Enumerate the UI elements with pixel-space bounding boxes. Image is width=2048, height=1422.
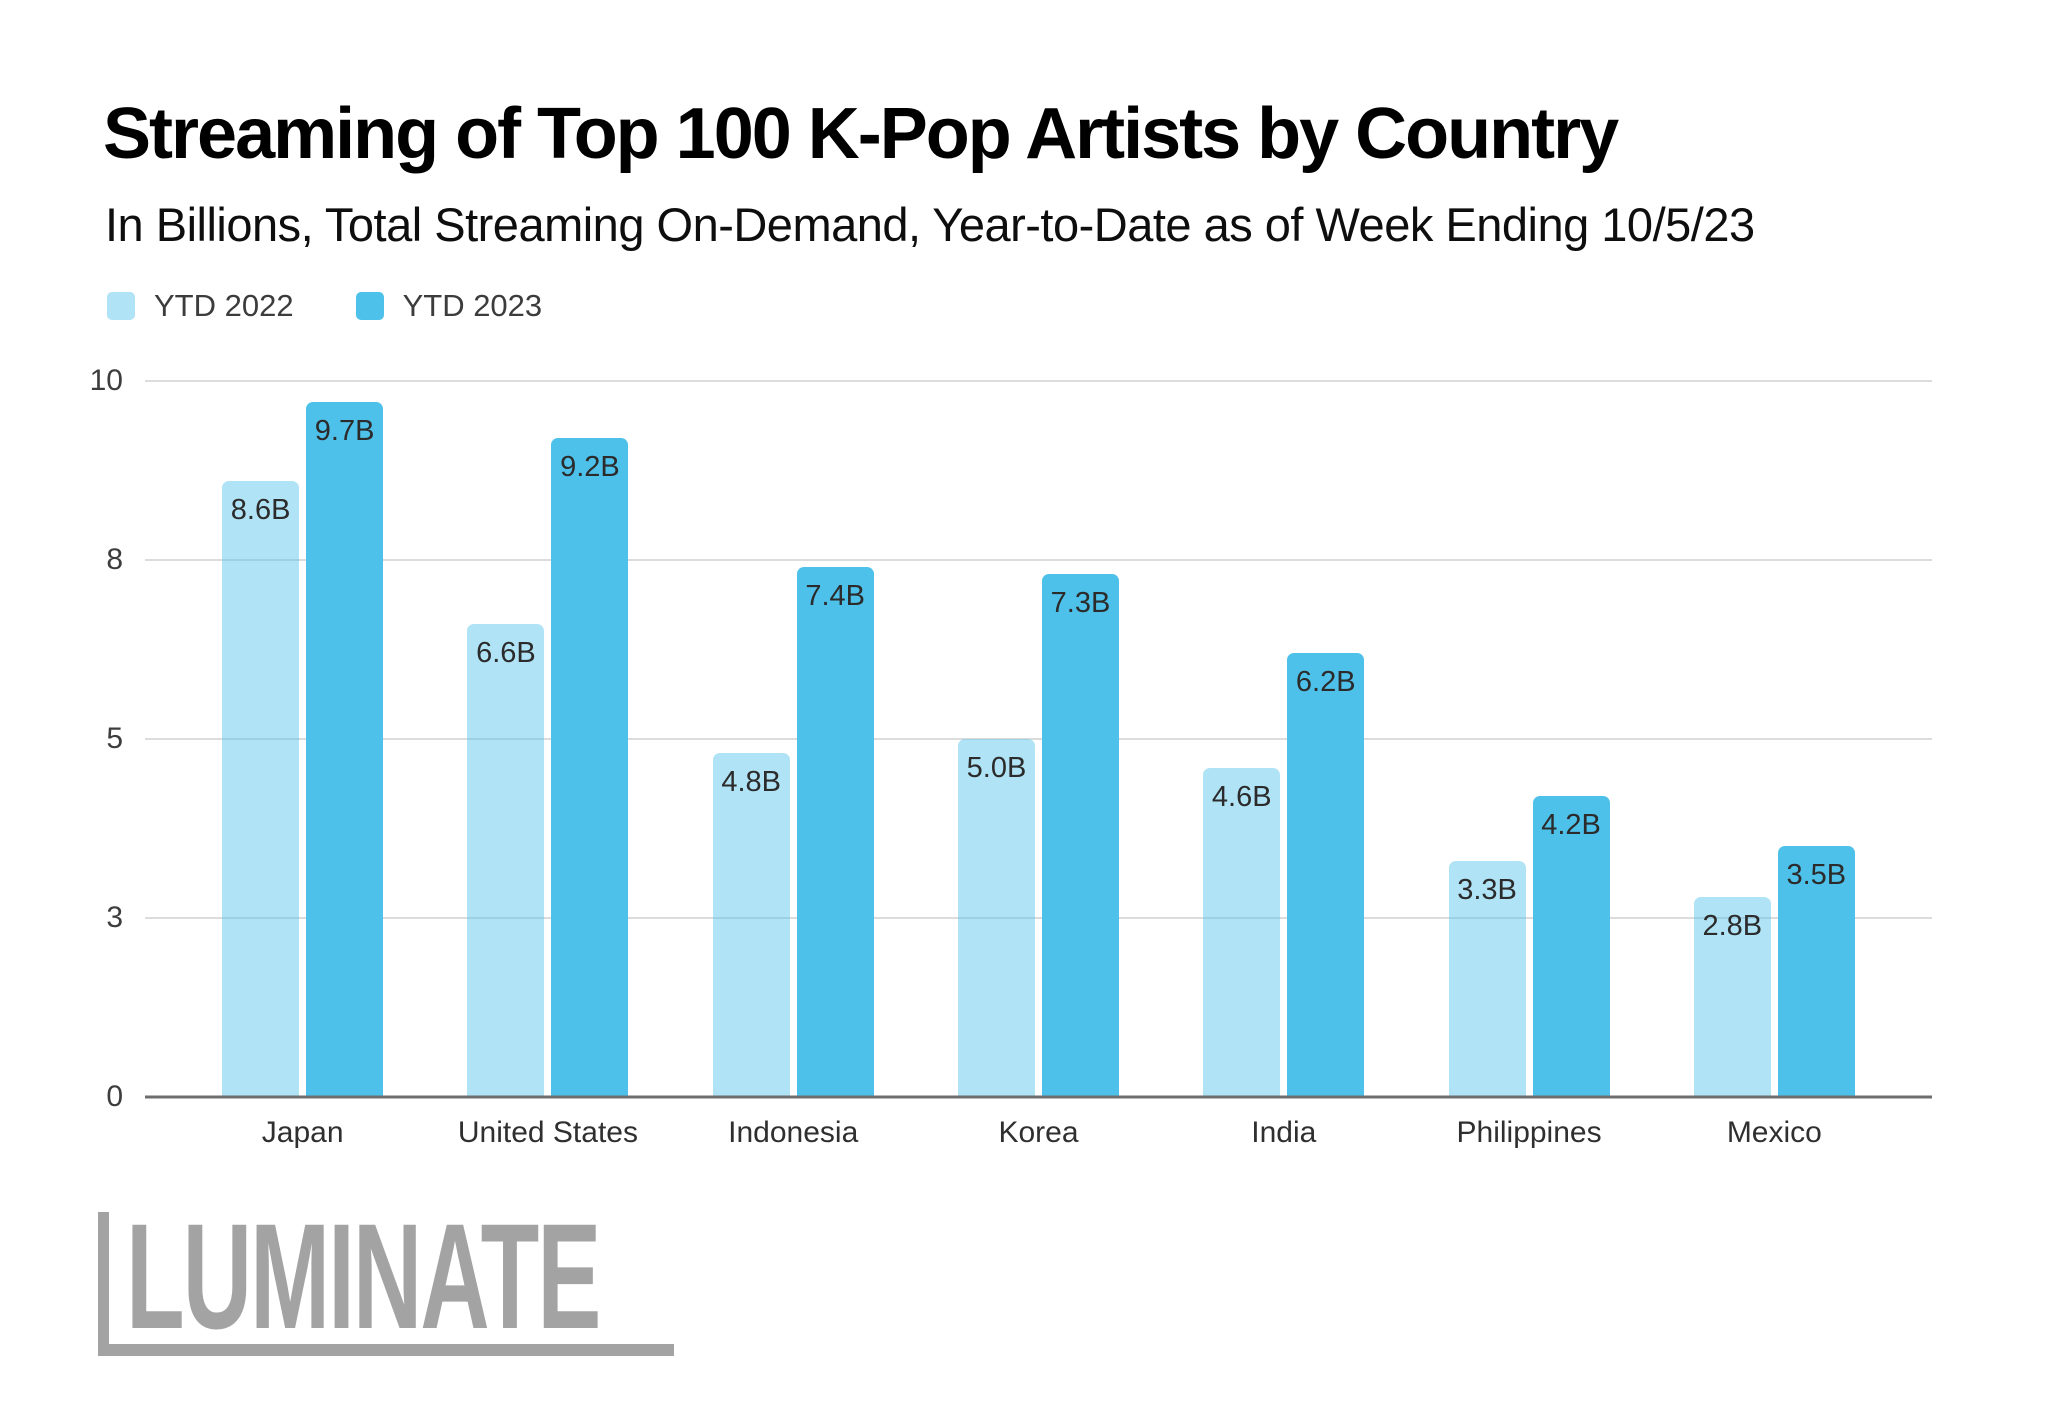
bar-group-indonesia: 4.8B 7.4B (671, 381, 916, 1097)
bar-ytd-2023-indonesia: 7.4B (796, 567, 874, 1097)
bar-ytd-2023-mexico: 3.5B (1777, 846, 1855, 1097)
bars-layer: 8.6B 9.7B 6.6B 9.2B 4.8B 7.4B 5.0B 7.3B 4.6B 6.2B… (145, 381, 1932, 1097)
bar-value-label-ytd-2022-mexico: 2.8B (1702, 909, 1763, 942)
y-axis-tick-label-0: 0 (106, 1080, 123, 1113)
bar-ytd-2022-japan: 8.6B (222, 481, 300, 1097)
bar-value-label-ytd-2023-philippines: 4.2B (1541, 809, 1601, 842)
x-axis-label-india: India (1251, 1116, 1317, 1149)
x-axis-label-japan: Japan (261, 1116, 344, 1149)
y-axis-tick-label-8: 8 (106, 543, 123, 576)
y-axis-tick-label-5: 5 (106, 722, 123, 755)
bar-ytd-2023-korea: 7.3B (1041, 574, 1119, 1097)
x-axis-label-indonesia: Indonesia (728, 1116, 859, 1149)
bar-group-philippines: 3.3B 4.2B (1406, 381, 1651, 1097)
gridline-5 (145, 738, 1932, 740)
luminate-logo-text: LUMINATE (126, 1192, 601, 1360)
bar-value-label-ytd-2023-mexico: 3.5B (1786, 859, 1847, 892)
bar-group-korea: 5.0B 7.3B (916, 381, 1161, 1097)
bar-value-label-ytd-2022-korea: 5.0B (966, 752, 1027, 784)
gridline-8 (145, 559, 1932, 561)
bar-ytd-2022-philippines: 3.3B (1448, 860, 1526, 1097)
bar-ytd-2023-india: 6.2B (1287, 653, 1365, 1097)
x-axis-label-mexico: Mexico (1726, 1116, 1822, 1149)
bar-ytd-2023-japan: 9.7B (306, 402, 384, 1097)
bar-value-label-ytd-2023-indonesia: 7.4B (805, 580, 866, 613)
chart-title: Streaming of Top 100 K-Pop Artists by Co… (103, 94, 1619, 174)
bar-group-mexico: 2.8B 3.5B (1652, 381, 1897, 1097)
bar-group-india: 4.6B 6.2B (1161, 381, 1406, 1097)
legend-swatch-ytd-2022 (107, 292, 135, 320)
bar-group-japan: 8.6B 9.7B (180, 381, 425, 1097)
bar-value-label-ytd-2022-united-states: 6.6B (476, 637, 536, 670)
bar-value-label-ytd-2023-united-states: 9.2B (560, 451, 620, 484)
x-axis-labels: Japan United States Indonesia Korea India Phi… (145, 1116, 1932, 1150)
bar-ytd-2022-united-states: 6.6B (467, 624, 545, 1097)
bar-group-united-states: 6.6B 9.2B (425, 381, 670, 1097)
bar-value-label-ytd-2023-korea: 7.3B (1050, 587, 1111, 620)
bar-ytd-2023-united-states: 9.2B (551, 438, 629, 1097)
legend-item-ytd-2023: YTD 2023 (355, 288, 543, 324)
bar-value-label-ytd-2023-india: 6.2B (1295, 666, 1356, 699)
y-axis-tick-label-3: 3 (106, 901, 123, 934)
legend-swatch-ytd-2023 (355, 292, 384, 320)
luminate-logo: LUMINATE (98, 1192, 674, 1360)
legend: YTD 2022 YTD 2023 (107, 288, 542, 324)
legend-label-ytd-2022: YTD 2022 (154, 288, 294, 323)
bar-ytd-2022-mexico: 2.8B (1693, 896, 1771, 1097)
legend-item-ytd-2022: YTD 2022 (107, 288, 294, 324)
y-axis-tick-label-10: 10 (89, 364, 123, 397)
plot-area: 0 3 5 8 10 8.6B 9.7B 6.6B 9.2B 4.8B 7.4B 5.0B 7.3B 4.… (90, 364, 1932, 1113)
chart-subtitle: In Billions, Total Streaming On-Demand, … (105, 198, 1755, 251)
gridline-3 (145, 917, 1932, 919)
bar-ytd-2022-indonesia: 4.8B (712, 753, 790, 1097)
bar-value-label-ytd-2022-philippines: 3.3B (1457, 873, 1517, 906)
x-axis-label-philippines: Philippines (1456, 1116, 1602, 1149)
bar-value-label-ytd-2022-india: 4.6B (1211, 780, 1272, 813)
bar-ytd-2022-korea: 5.0B (957, 739, 1035, 1097)
bar-ytd-2022-india: 4.6B (1203, 767, 1281, 1097)
x-axis-baseline (145, 1095, 1932, 1099)
bar-value-label-ytd-2023-japan: 9.7B (314, 415, 375, 448)
bar-value-label-ytd-2022-japan: 8.6B (230, 494, 291, 527)
bar-value-label-ytd-2022-indonesia: 4.8B (721, 766, 782, 799)
gridline-10 (145, 380, 1932, 382)
legend-label-ytd-2023: YTD 2023 (402, 288, 543, 323)
x-axis-label-korea: Korea (998, 1116, 1079, 1149)
x-axis-label-united-states: United States (457, 1116, 638, 1149)
bar-ytd-2023-philippines: 4.2B (1532, 796, 1610, 1097)
